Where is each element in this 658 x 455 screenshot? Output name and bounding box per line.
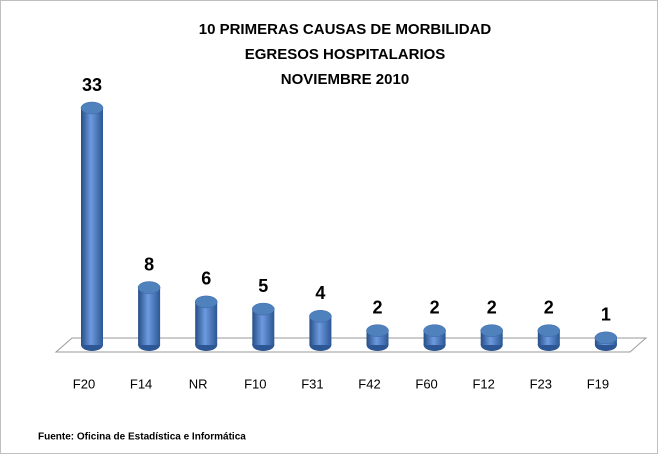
x-tick-label: F19 [587,376,609,391]
bar-top [309,310,332,323]
source-note: Fuente: Oficina de Estadística e Informá… [38,432,246,443]
x-tick-label: NR [189,376,208,391]
bar [252,309,275,345]
data-label: 2 [544,297,554,317]
x-tick-label: F60 [415,376,437,391]
bar-top [137,281,161,294]
bar-top [537,324,561,337]
chart-title: NOVIEMBRE 2010 [281,71,409,88]
data-label: 4 [315,283,325,303]
x-tick-label: F20 [73,376,95,391]
bar-top [80,101,104,115]
bar-top [252,302,275,316]
bar [309,316,332,345]
bar-top [194,295,218,309]
bar-top [594,331,618,345]
data-label: 33 [82,75,102,95]
x-tick-label: F23 [530,376,552,391]
data-label: 1 [601,305,611,325]
bar-top [366,324,389,337]
data-label: 2 [372,297,382,317]
data-label: 2 [487,297,497,317]
x-tick-label: F12 [472,376,494,391]
data-label: 6 [201,269,211,289]
data-label: 5 [258,276,268,296]
x-tick-label: F31 [301,376,323,391]
bar-top [423,324,446,337]
bar [138,287,161,345]
x-tick-label: F42 [358,376,380,391]
bar [195,301,218,345]
x-tick-label: F10 [244,376,266,391]
bar [81,108,103,345]
chart-title: EGRESOS HOSPITALARIOS [245,46,446,63]
x-tick-label: F14 [130,376,152,391]
bar-top [480,324,503,337]
data-label: 2 [430,297,440,317]
data-label: 8 [144,254,154,274]
chart-title: 10 PRIMERAS CAUSAS DE MORBILIDAD [199,21,492,38]
